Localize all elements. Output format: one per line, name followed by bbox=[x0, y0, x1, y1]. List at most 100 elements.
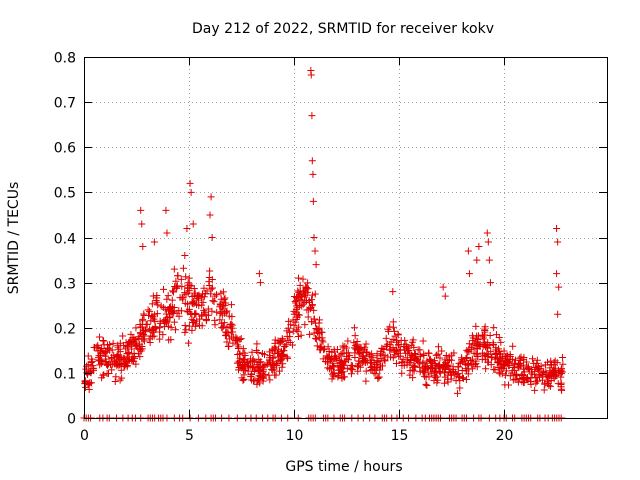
data-point bbox=[227, 323, 235, 331]
data-point bbox=[279, 336, 287, 344]
data-point bbox=[319, 338, 327, 346]
data-point bbox=[179, 264, 187, 272]
data-point bbox=[142, 320, 150, 328]
data-point bbox=[298, 296, 306, 304]
data-point bbox=[255, 374, 263, 382]
data-point bbox=[450, 349, 458, 357]
data-point bbox=[544, 372, 552, 380]
data-point bbox=[279, 351, 287, 359]
data-point bbox=[368, 365, 376, 373]
data-point bbox=[129, 353, 137, 361]
data-point bbox=[290, 321, 298, 329]
data-point bbox=[373, 358, 381, 366]
data-point bbox=[326, 364, 334, 372]
data-point bbox=[210, 298, 218, 306]
data-point bbox=[411, 350, 419, 358]
data-point bbox=[253, 340, 261, 348]
data-point bbox=[98, 344, 106, 352]
data-point bbox=[138, 317, 146, 325]
data-point bbox=[471, 339, 479, 347]
data-point bbox=[257, 373, 265, 381]
data-point bbox=[135, 333, 143, 341]
data-point bbox=[348, 362, 356, 370]
data-point bbox=[391, 332, 399, 340]
data-point bbox=[303, 306, 311, 314]
data-point bbox=[495, 368, 503, 376]
data-point bbox=[495, 334, 503, 342]
data-point bbox=[211, 316, 219, 324]
data-point bbox=[411, 362, 419, 370]
data-point bbox=[84, 352, 92, 360]
data-point-spike bbox=[389, 288, 397, 296]
data-point bbox=[490, 365, 498, 373]
data-point bbox=[217, 295, 225, 303]
data-point bbox=[100, 337, 108, 345]
data-point bbox=[315, 319, 323, 327]
data-point bbox=[377, 347, 385, 355]
data-point-spike bbox=[554, 310, 562, 318]
data-point-spike bbox=[163, 229, 171, 237]
data-point bbox=[495, 358, 503, 366]
data-point bbox=[472, 345, 480, 353]
data-point-spike bbox=[183, 224, 191, 232]
y-tick-label: 0.1 bbox=[54, 367, 76, 383]
data-point bbox=[103, 370, 111, 378]
data-point bbox=[134, 350, 142, 358]
data-point bbox=[119, 332, 127, 340]
data-point-spike bbox=[181, 252, 189, 260]
data-point bbox=[103, 348, 111, 356]
data-point bbox=[532, 379, 540, 387]
data-point bbox=[515, 364, 523, 372]
chart-title: Day 212 of 2022, SRMTID for receiver kok… bbox=[192, 21, 494, 37]
data-point bbox=[416, 346, 424, 354]
data-point-spike bbox=[256, 279, 264, 287]
data-point bbox=[103, 361, 111, 369]
data-point bbox=[185, 287, 193, 295]
data-point bbox=[194, 292, 202, 300]
data-point bbox=[294, 287, 302, 295]
data-point bbox=[302, 283, 310, 291]
data-point bbox=[360, 345, 368, 353]
data-point bbox=[389, 318, 397, 326]
data-point bbox=[409, 366, 417, 374]
data-point bbox=[284, 354, 292, 362]
data-point bbox=[136, 340, 144, 348]
data-point bbox=[462, 376, 470, 384]
data-point bbox=[277, 355, 285, 363]
data-point-spike bbox=[555, 283, 563, 291]
data-point bbox=[355, 357, 363, 365]
data-point bbox=[533, 359, 541, 367]
data-point bbox=[173, 282, 181, 290]
data-point bbox=[247, 370, 255, 378]
data-point bbox=[217, 308, 225, 316]
data-point bbox=[396, 352, 404, 360]
data-point bbox=[486, 331, 494, 339]
data-point-spike bbox=[485, 256, 493, 264]
y-tick-label: 0.8 bbox=[54, 51, 76, 67]
data-point bbox=[397, 337, 405, 345]
data-point bbox=[126, 356, 134, 364]
y-tick-label: 0.3 bbox=[54, 277, 76, 293]
data-point-spike bbox=[311, 247, 319, 255]
data-point bbox=[395, 340, 403, 348]
data-point bbox=[546, 364, 554, 372]
data-point bbox=[146, 338, 154, 346]
data-point bbox=[456, 373, 464, 381]
data-point bbox=[509, 342, 517, 350]
data-point bbox=[427, 365, 435, 373]
data-point bbox=[88, 355, 96, 363]
data-point bbox=[188, 326, 196, 334]
data-point bbox=[96, 361, 104, 369]
data-point bbox=[525, 364, 533, 372]
data-point bbox=[90, 365, 98, 373]
data-point bbox=[252, 346, 260, 354]
data-point bbox=[454, 372, 462, 380]
data-point bbox=[141, 332, 149, 340]
data-point bbox=[394, 331, 402, 339]
data-point bbox=[536, 373, 544, 381]
data-point bbox=[278, 363, 286, 371]
data-point bbox=[200, 293, 208, 301]
data-point-spike bbox=[464, 247, 472, 255]
data-point bbox=[464, 361, 472, 369]
y-tick-label: 0.2 bbox=[54, 322, 76, 338]
